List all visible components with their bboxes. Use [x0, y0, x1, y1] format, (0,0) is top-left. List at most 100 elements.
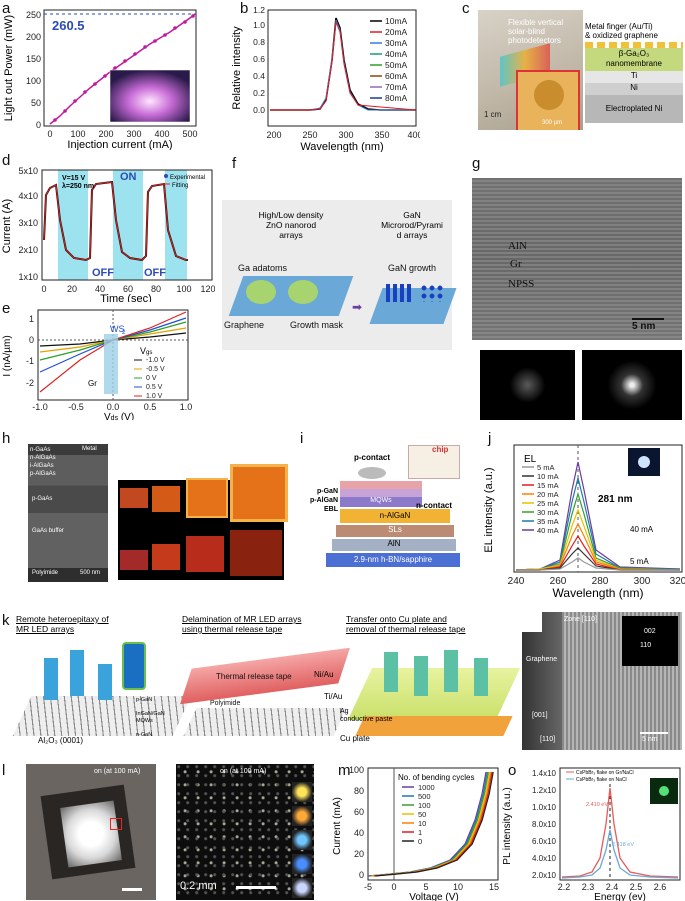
m-xlabel: Voltage (V): [409, 892, 458, 901]
e-ylabel: I (nA/µm): [2, 335, 13, 376]
e-xtick: 0.0: [107, 402, 120, 412]
panel-j-label: j: [488, 430, 492, 447]
k-cu: Cu plate: [340, 734, 370, 743]
d-xtick: 20: [67, 284, 77, 294]
panel-e-chart: WS 2 Gr 1 0 -1 -2 -1.0 -0.5 0.0 0.5 1.0 …: [2, 309, 192, 420]
k-polyimide: Polyimide: [210, 700, 241, 707]
d-xtick: 120: [200, 284, 215, 294]
k-legend: n-GaN: [136, 732, 153, 738]
led-photo-micro: on (at 100 mA) 0.2 mm: [176, 764, 314, 900]
d-ylabel: Current (A): [1, 199, 13, 253]
b-ytick: 0.0: [253, 105, 265, 115]
panel-i-label: i: [300, 430, 304, 447]
panel-f-label: f: [232, 155, 237, 172]
f-left-title: High/Low density ZnO nanorod arrays: [258, 210, 324, 240]
d-on-label: ON: [120, 171, 137, 183]
m-ytick: 100: [349, 765, 364, 775]
b-ytick: 0.2: [253, 88, 265, 98]
i-layer: n-contact: [416, 501, 452, 510]
i-layer: MQWs: [340, 497, 422, 507]
i-left-layer: EBL: [324, 506, 338, 513]
m-legend-item: 50: [418, 810, 426, 819]
panel-d-label: d: [2, 152, 11, 169]
g-scale: 5 nm: [632, 321, 656, 332]
k-legend: p-GaN: [136, 697, 153, 703]
m-ytick: 0: [359, 870, 364, 880]
j-legend-item: 40 mA: [537, 526, 559, 535]
panel-l-label: l: [2, 762, 6, 779]
e-vg-title: Vgs: [140, 346, 152, 356]
b-xtick: 400: [407, 130, 420, 140]
i-layer: 2.9-nm h-BN/sapphire: [326, 553, 460, 567]
c-layer: β-Ga₂O₃: [618, 49, 650, 58]
panel-e-label: e: [2, 300, 11, 317]
e-vg: -0.5 V: [146, 366, 165, 373]
n-axis: [001]: [532, 712, 548, 719]
i-layer: n-AlGaN: [340, 509, 450, 523]
n-spot: 002: [644, 628, 656, 635]
d-note: V=15 V: [62, 175, 85, 182]
d-xtick: 60: [123, 284, 133, 294]
i-left-layer: p-GaN: [317, 488, 338, 495]
g-scalebar: [632, 318, 664, 320]
a-xtick: 500: [182, 129, 197, 139]
f-right-title: GaN Microrod/Pyrami d arrays: [381, 210, 443, 240]
a-xlabel: Injection current (mA): [67, 139, 172, 150]
d-ytick: 1x10: [18, 272, 38, 282]
h-layer: p-AlGaAs: [30, 471, 56, 477]
c-layer: Ti: [585, 71, 683, 83]
o-ytick: 1.2x10: [532, 786, 557, 795]
k-tiau: Ti/Au: [324, 692, 343, 701]
panel-b-chart: 0.0 0.2 0.4 0.6 0.8 1.0 1.2 200 250 300 …: [231, 5, 420, 152]
o-e2: 2.418 eV: [612, 842, 634, 848]
o-xtick: 2.5: [630, 882, 643, 892]
b-legend-item: 80mA: [385, 93, 408, 103]
e-vg: 0 V: [146, 375, 157, 382]
o-ytick: 1.4x10: [532, 769, 557, 778]
f-mask: Growth mask: [290, 320, 344, 330]
j-xtick: 300: [634, 576, 651, 587]
f-graphene: Graphene: [224, 320, 265, 330]
j-ylabel: EL intensity (a.u.): [483, 467, 495, 552]
panel-k-label: k: [2, 612, 10, 629]
led-array-images: [118, 464, 288, 580]
f-ga: Ga adatoms: [238, 263, 288, 273]
m-xtick: 0: [391, 882, 396, 892]
j-legend-item: 25 mA: [537, 499, 559, 508]
n-scale: 5 nm: [642, 736, 658, 743]
k-step2: Delamination of MR LED arrays using ther…: [182, 614, 302, 634]
b-legend-item: 60mA: [385, 71, 408, 81]
f-gan: GaN growth: [388, 263, 437, 273]
m-legend-item: 1000: [418, 783, 435, 792]
a-ytick: 50: [31, 98, 41, 108]
e-ytick: 0: [29, 335, 34, 345]
k-legend: InGaN/GaN MQWs: [136, 711, 165, 724]
n-zone: Zone [110]: [564, 616, 597, 623]
i-pcontact: p-contact: [354, 453, 390, 462]
o-xtick: 2.2: [558, 882, 571, 892]
a-ytick: 200: [26, 32, 41, 42]
a-ylabel: Light out Power (mW): [3, 15, 15, 121]
b-xlabel: Wavelength (nm): [300, 141, 383, 152]
o-xtick: 2.4: [606, 882, 619, 892]
j-xlabel: Wavelength (nm): [553, 586, 644, 600]
h-scale: 500 nm: [80, 570, 101, 576]
b-legend-item: 40mA: [385, 49, 408, 59]
panel-a-label: a: [2, 0, 11, 17]
e-ws: WS: [110, 324, 125, 334]
m-legend-item: 1: [418, 828, 422, 837]
i-layer: AlN: [332, 539, 456, 551]
a-ytick: 150: [26, 54, 41, 64]
h-layer: n-GaAs: [30, 447, 51, 453]
j-xtick: 240: [508, 576, 525, 587]
panel-b-label: b: [240, 0, 249, 17]
b-legend-item: 50mA: [385, 60, 408, 70]
e-xtick: 0.5: [144, 402, 157, 412]
n-graphene: Graphene: [526, 656, 558, 663]
k-niau: Ni/Au: [314, 670, 334, 679]
e-ytick: -2: [26, 378, 34, 388]
m-xtick: 10: [453, 882, 463, 892]
hrtem-image: Zone [110] 002 110 Graphene [001] [110] …: [522, 612, 682, 750]
e-vg: 1.0 V: [146, 393, 163, 400]
c-layer: Electroplated Ni: [585, 95, 683, 123]
